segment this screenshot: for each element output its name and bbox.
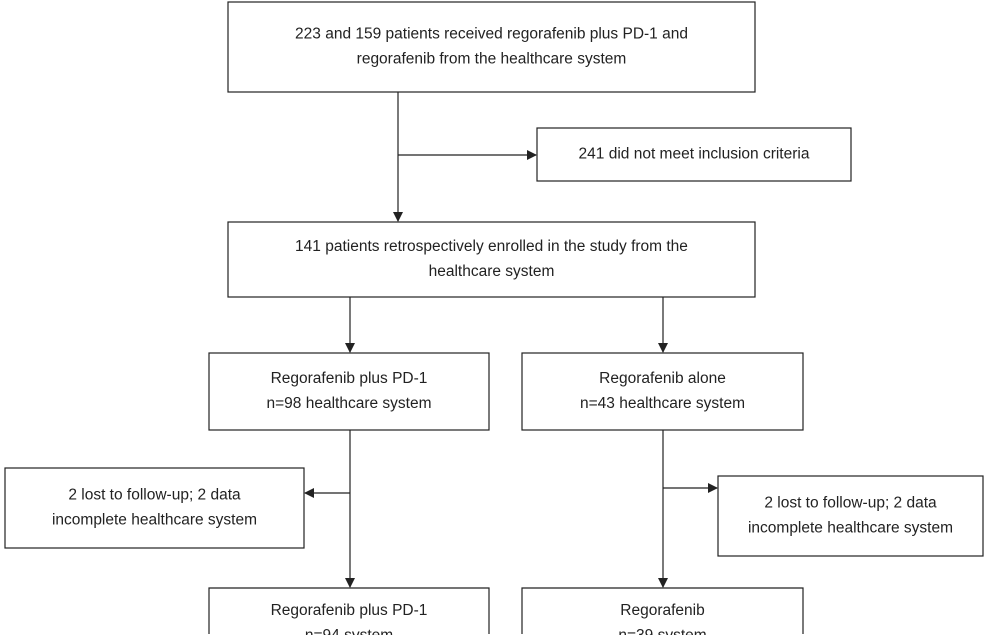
node-box (521, 587, 804, 634)
flow-node: Regorafenib n=39 system (521, 587, 804, 635)
node-text: incomplete healthcare system (748, 520, 953, 537)
node-text: healthcare system (429, 263, 555, 280)
node-text: 2 lost to follow-up; 2 data (68, 487, 241, 504)
node-text: regorafenib from the healthcare system (357, 51, 627, 68)
flow-node: 223 and 159 patients received regorafeni… (227, 1, 756, 93)
flow-node: 241 did not meet inclusion criteria (536, 127, 852, 182)
node-box (208, 352, 490, 431)
node-text: incomplete healthcare system (52, 512, 257, 529)
node-text: Regorafenib plus PD-1 (271, 602, 428, 619)
node-text: Regorafenib plus PD-1 (271, 370, 428, 387)
connectors (304, 92, 718, 588)
node-text: n=39 system (618, 627, 706, 635)
node-text: Regorafenib (620, 602, 704, 619)
flow-node: Regorafenib alone n=43 healthcare system (521, 352, 804, 431)
node-box (227, 1, 756, 93)
flow-node: Regorafenib plus PD-1 n=94 system (208, 587, 490, 635)
node-text: n=43 healthcare system (580, 395, 745, 412)
node-box (208, 587, 490, 634)
node-text: 141 patients retrospectively enrolled in… (295, 238, 688, 255)
flow-node: 2 lost to follow-up; 2 data incomplete he… (4, 467, 305, 549)
node-text: 2 lost to follow-up; 2 data (764, 495, 937, 512)
node-box (536, 127, 852, 182)
node-box (227, 221, 756, 298)
node-text: 241 did not meet inclusion criteria (579, 146, 810, 163)
node-box (717, 475, 984, 557)
flow-node: Regorafenib plus PD-1 n=98 healthcare sys… (208, 352, 490, 431)
node-text: Regorafenib alone (599, 370, 726, 387)
node-text: n=94 system (305, 627, 393, 635)
flow-node: 141 patients retrospectively enrolled in… (227, 221, 756, 298)
node-text: n=98 healthcare system (267, 395, 432, 412)
node-box (521, 352, 804, 431)
node-box (4, 467, 305, 549)
flow-node: 2 lost to follow-up; 2 data incomplete he… (717, 475, 984, 557)
node-text: 223 and 159 patients received regorafeni… (295, 26, 688, 43)
